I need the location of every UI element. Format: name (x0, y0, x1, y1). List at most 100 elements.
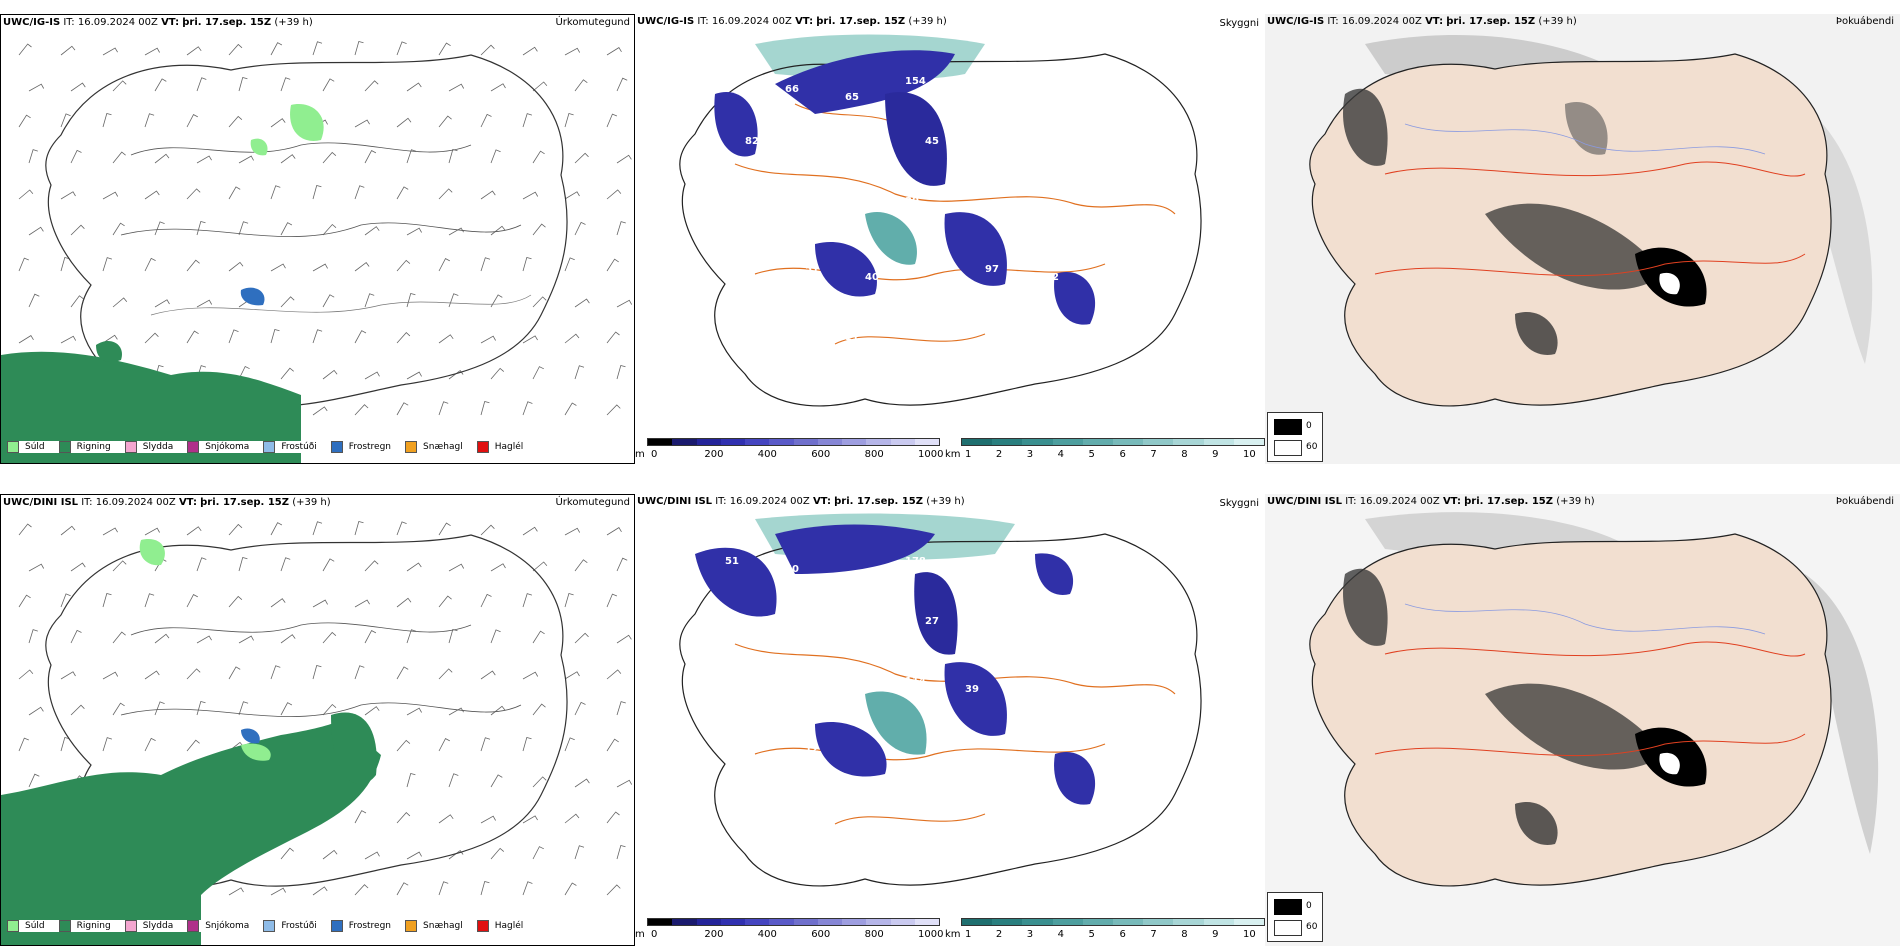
wind-barb (280, 296, 295, 308)
legend-label: Rigning (76, 442, 111, 452)
wind-barb (322, 849, 338, 860)
wind-barb (490, 294, 503, 308)
legend-swatch (187, 920, 200, 932)
it-label: IT: (1327, 16, 1339, 27)
colorbar-bin (1143, 439, 1174, 445)
fog-key-white-label: 60 (1306, 922, 1318, 932)
legend-swatch (124, 441, 137, 453)
fog-key-black-swatch (1274, 419, 1302, 435)
legend-item: Frostregn (330, 441, 391, 453)
wind-barb (354, 119, 370, 128)
legend-label: Súld (25, 921, 45, 931)
wind-barb (364, 706, 380, 716)
cloud-base-value: 47 (745, 616, 759, 627)
legend-item: Súld (7, 441, 45, 453)
wind-barb (70, 704, 85, 716)
iceland-outline (679, 53, 1202, 407)
legend-item: Frostúði (263, 441, 317, 453)
wind-barb (102, 47, 118, 56)
wind-barb (312, 665, 322, 680)
wind-barb (396, 739, 411, 752)
colorbar-tick-label: 0 (651, 929, 658, 940)
lead-time: (+39 h) (908, 16, 947, 27)
wind-barb (448, 149, 458, 164)
cloud-base-value: 169 (965, 564, 986, 575)
wind-barb (480, 113, 492, 128)
wind-barb (616, 365, 626, 380)
wind-barb (522, 46, 538, 56)
wind-barb (532, 561, 548, 572)
cloud-base-value: 82 (745, 136, 759, 147)
wind-barb (280, 367, 294, 380)
wind-barb (70, 224, 85, 236)
colorbar-unit: km (945, 449, 961, 460)
cloud-base-value: 120 (1105, 256, 1126, 267)
wind-barb (448, 563, 465, 572)
wind-barb (322, 369, 338, 380)
wind-barb (532, 846, 544, 860)
lead-time: (+39 h) (926, 496, 965, 507)
wind-barb (564, 191, 580, 200)
vt-value: þri. 17.sep. 15Z (1464, 496, 1553, 507)
wind-barb (564, 333, 580, 344)
vt-label: VT: (1442, 496, 1461, 507)
wind-barb (18, 257, 29, 272)
wind-barb (606, 189, 622, 200)
wind-barb (18, 523, 32, 536)
wind-barb (532, 776, 547, 788)
wind-barb (396, 41, 407, 56)
wind-barb (144, 113, 155, 128)
wind-barb (480, 335, 496, 344)
wind-barb (438, 738, 450, 752)
wind-barb (532, 150, 545, 164)
legend-item: Rigning (58, 920, 111, 932)
legend-item: Haglél (476, 920, 523, 932)
wind-barb (574, 152, 589, 164)
wind-barb (18, 114, 31, 128)
colorbar-tick-label: 9 (1212, 449, 1219, 460)
wind-barb (616, 845, 626, 860)
colorbar-tick-label: 800 (864, 929, 884, 940)
wind-barb (144, 670, 160, 680)
wind-barb (564, 527, 581, 536)
wind-barb (280, 634, 296, 644)
colorbar-tick-label: 600 (811, 449, 831, 460)
wind-barb (280, 702, 293, 716)
wind-barb (616, 299, 633, 308)
wind-barb (186, 114, 198, 128)
colorbar-unit: m (635, 929, 645, 940)
wind-barb (616, 221, 626, 236)
wind-barb (606, 47, 622, 56)
legend-item: Frostregn (330, 920, 391, 932)
colorbar-tick-label: 1000 (918, 449, 944, 460)
wind-barb (406, 629, 417, 644)
cloud-base-labels: 51 50 107 178 169 61 57 47 49 79 27 52 59 188 59 43 66 11… (725, 556, 1126, 755)
wind-barb (186, 188, 201, 200)
wind-barb (154, 701, 165, 716)
drizzle-area (290, 104, 324, 141)
wind-barb (606, 884, 621, 896)
colorbar-bin (696, 439, 721, 445)
wind-barb (60, 191, 76, 200)
it-value: 16.09.2024 00Z (1359, 496, 1440, 507)
cloud-base-value: 84 (1085, 676, 1099, 687)
wind-barb (144, 332, 159, 344)
wind-barb (322, 78, 335, 92)
wind-barb (354, 404, 369, 416)
colorbar-bin (842, 919, 867, 925)
cloud-base-value: 27 (925, 616, 939, 627)
wind-barb (270, 329, 280, 344)
wind-barb (354, 41, 364, 56)
wind-barb (60, 257, 70, 272)
it-label: IT: (81, 497, 93, 508)
legend-swatch (187, 441, 200, 453)
wind-barb (60, 671, 76, 680)
wind-barb (70, 82, 86, 92)
colorbar-bin (793, 439, 818, 445)
legend-swatch (263, 920, 276, 932)
wind-barb (480, 257, 491, 272)
wind-barb (564, 402, 577, 416)
cloud-base-value: 59 (725, 676, 739, 687)
wind-barb (60, 593, 71, 608)
cloud-base-value: 23 (1025, 332, 1039, 343)
